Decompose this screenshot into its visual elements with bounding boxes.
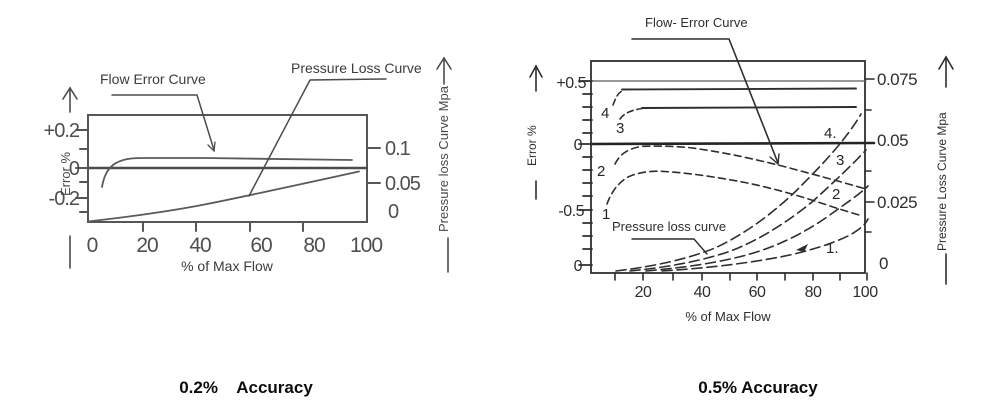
x-tick-label: 0: [87, 234, 98, 257]
y-tick-label: 0: [574, 258, 583, 275]
charts-svg: +0.2 0 -0.2 0.1 0.05 0 0 20 40 60 80 100…: [44, 15, 954, 324]
x-tick-label: 20: [635, 284, 652, 301]
right-chart-right-yaxis-title: Pressure Loss Curve Mpa: [935, 112, 949, 251]
y-tick-label: 0.05: [385, 173, 421, 195]
left-yaxis-ticks: [75, 129, 89, 213]
y-tick-label: 0.025: [877, 193, 917, 212]
flow-error-curve-3-plateau: [641, 106, 857, 109]
pressure-loss-curve-4: [615, 113, 862, 272]
x-axis-title: % of Max Flow: [181, 258, 274, 274]
x-tick-label: 80: [805, 284, 822, 301]
curve-number: 2: [832, 186, 840, 203]
x-tick-label: 40: [694, 284, 711, 301]
y-tick-label: 0: [69, 158, 80, 180]
y-tick-label: 0: [879, 254, 888, 273]
pressure-loss-pointer-line: [631, 238, 708, 255]
left-yaxis-title: Error %: [58, 152, 73, 197]
flow-error-curve-label: Flow- Error Curve: [645, 15, 748, 30]
pressure-loss-curve-1: [661, 218, 869, 272]
left-chart-right-axis-ticks: [366, 147, 381, 184]
flow-error-curve-4: [612, 90, 623, 106]
curve-number: 4.: [824, 125, 837, 142]
y-tick-label: +0.5: [556, 75, 586, 92]
x-tick-label: 100: [350, 234, 382, 257]
caption-right-accuracy: 0.5% Accuracy: [698, 378, 818, 397]
right-zero-line: [589, 141, 876, 146]
curve-number: 3: [836, 152, 844, 169]
right-yaxis-title: Error %: [525, 125, 539, 166]
y-tick-label: -0.2: [49, 188, 80, 210]
pressure-curve-1-arrowhead-icon: [796, 244, 808, 252]
left-chart-right-yaxis-up-arrow-icon: [436, 56, 452, 85]
left-chart-right-yaxis-title: Pressure loss Curve Mpa: [436, 85, 451, 232]
pressure-loss-curve: [87, 170, 360, 223]
y-tick-label: 0.1: [385, 138, 411, 160]
flow-error-curve-1: [606, 170, 863, 217]
right-chart: +0.5 0 -0.5 0 0.075 0.05 0.025 0: [525, 15, 954, 324]
right-plot-frame: [590, 60, 866, 274]
flow-error-pointer-line: [111, 94, 215, 151]
y-tick-label: -0.5: [558, 203, 584, 220]
x-tick-label: 20: [136, 234, 158, 257]
flow-error-curve-2: [614, 145, 867, 190]
curve-number: 1.: [826, 240, 839, 257]
x-axis-title: % of Max Flow: [685, 309, 771, 324]
flow-error-curve: [101, 157, 353, 188]
caption-left-accuracy: 0.2% Accuracy: [179, 378, 313, 397]
x-tick-label: 60: [749, 284, 766, 301]
y-tick-label: 0.075: [877, 70, 917, 89]
y-tick-label: 0.05: [877, 131, 908, 150]
curve-number: 2: [597, 163, 605, 180]
pressure-loss-curve-3: [629, 149, 867, 272]
y-tick-label: 0: [388, 201, 399, 223]
right-chart-right-yaxis-up-arrow-icon: [938, 55, 954, 88]
x-tick-label: 80: [303, 234, 325, 257]
right-yaxis-up-arrow-icon: [529, 64, 543, 92]
flow-error-pointer-line: [631, 38, 779, 164]
y-tick-label: +0.2: [44, 120, 80, 142]
pressure-loss-pointer-line: [248, 78, 387, 197]
flow-error-curve-label: Flow Error Curve: [100, 71, 206, 87]
y-tick-label: 0: [574, 137, 583, 154]
flow-error-curve-3: [619, 107, 643, 120]
flow-error-pointer-arrowhead-icon: [207, 141, 216, 153]
right-chart-right-axis-ticks: [864, 78, 875, 233]
right-yaxis-ticks: [578, 80, 593, 266]
x-tick-label: 40: [189, 234, 211, 257]
left-yaxis-up-arrow-icon: [62, 86, 78, 113]
pressure-loss-curve-label: Pressure loss curve: [612, 219, 726, 234]
x-tick-label: 60: [250, 234, 272, 257]
curve-number: 3: [616, 120, 624, 137]
left-xaxis-ticks: [142, 221, 304, 232]
right-xaxis-ticks: [614, 272, 868, 281]
curve-number: 1: [602, 206, 610, 223]
pressure-loss-curve-label: Pressure Loss Curve: [291, 60, 422, 76]
flow-error-pointer-arrowhead-icon: [769, 153, 780, 166]
x-tick-label: 100: [852, 284, 878, 301]
left-chart: +0.2 0 -0.2 0.1 0.05 0 0 20 40 60 80 100…: [44, 56, 452, 274]
pressure-loss-curve-2: [645, 185, 869, 272]
curve-number: 4: [601, 105, 609, 122]
flow-error-curve-4-plateau: [621, 87, 857, 91]
